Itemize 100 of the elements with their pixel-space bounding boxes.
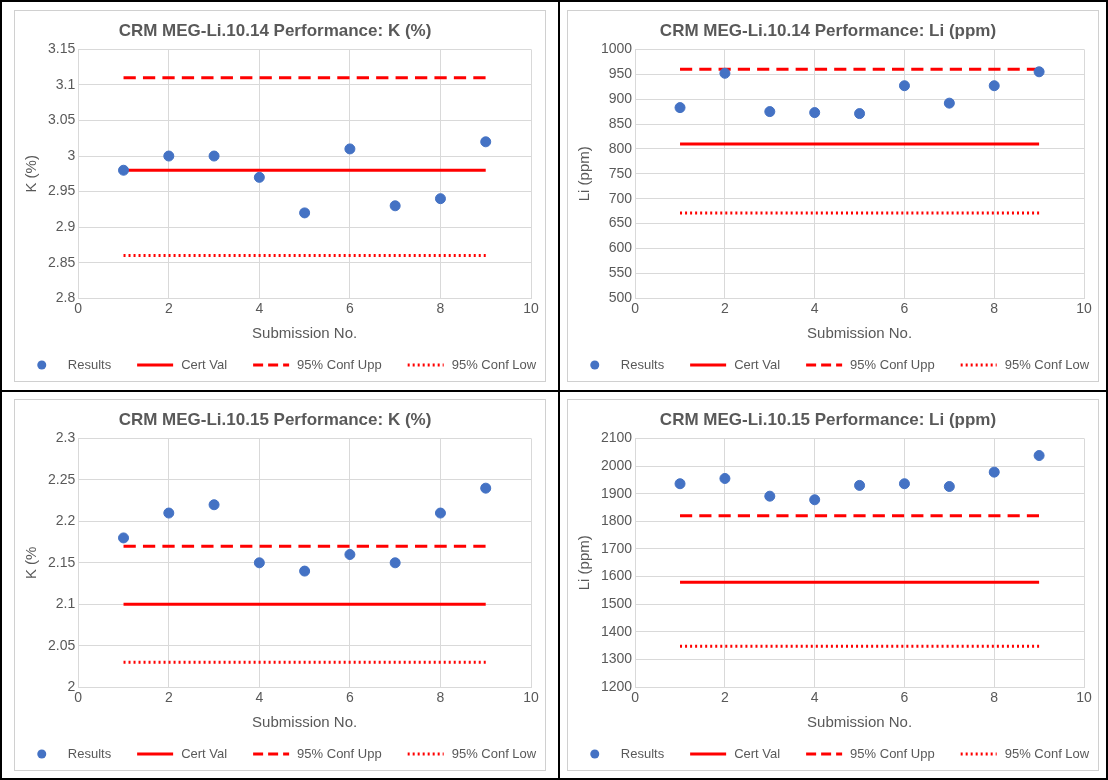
x-tick-label: 0 — [74, 689, 83, 706]
point — [299, 207, 311, 219]
x-tick-label: 10 — [523, 300, 539, 317]
point — [344, 143, 356, 155]
point — [389, 200, 401, 212]
x-tick-label: 2 — [164, 300, 173, 317]
point — [253, 171, 265, 183]
y-tick-label: 750 — [608, 164, 633, 181]
legend-label: Results — [67, 745, 112, 761]
y-tick-label: 3.15 — [48, 40, 76, 57]
x-tick-label: 6 — [346, 300, 354, 317]
point — [1033, 66, 1045, 78]
point — [719, 472, 731, 484]
legend-label: Cert Val — [181, 356, 228, 372]
x-tick-label: 0 — [631, 689, 640, 706]
point — [988, 80, 1000, 92]
chart-title: CRM MEG-Li.10.14 Performance: Li (ppm) — [659, 20, 997, 40]
y-tick-label: 1800 — [600, 512, 633, 529]
chart-title: CRM MEG-Li.10.15 Performance: K (%) — [118, 409, 432, 429]
point — [118, 164, 130, 176]
y-tick-label: 2.9 — [55, 217, 76, 234]
point — [1033, 450, 1045, 462]
legend-label: 95% Conf Low — [451, 745, 537, 761]
x-axis-title: Submission No. — [252, 324, 358, 342]
point — [163, 150, 175, 162]
x-tick-label: 0 — [74, 300, 83, 317]
y-tick-label: 2.85 — [48, 253, 76, 270]
x-axis-title: Submission No. — [807, 324, 913, 342]
legend-label: Cert Val — [734, 356, 781, 372]
x-tick-label: 8 — [990, 300, 999, 317]
y-tick-label: 650 — [608, 214, 633, 231]
x-tick-label: 6 — [346, 689, 354, 706]
point — [118, 532, 130, 544]
point — [854, 479, 866, 491]
point — [809, 494, 821, 506]
legend-label: Results — [620, 356, 665, 372]
point — [898, 478, 910, 490]
x-tick-label: 4 — [255, 689, 264, 706]
legend-label: Cert Val — [734, 745, 781, 761]
point — [253, 557, 265, 569]
y-axis-title: K (%) — [22, 155, 40, 193]
point — [434, 507, 446, 519]
point — [208, 499, 220, 511]
y-tick-label: 600 — [608, 239, 633, 256]
legend-label: Cert Val — [181, 745, 228, 761]
y-tick-label: 2.05 — [48, 636, 76, 653]
legend-label: 95% Conf Upp — [850, 356, 935, 372]
point — [208, 150, 220, 162]
point — [674, 478, 686, 490]
x-tick-label: 4 — [810, 689, 819, 706]
y-axis-title: Li (ppm) — [575, 146, 593, 202]
x-tick-label: 8 — [436, 300, 445, 317]
x-tick-label: 8 — [990, 689, 999, 706]
y-axis-title: K (% — [22, 546, 40, 580]
legend-label: 95% Conf Low — [1004, 356, 1090, 372]
y-tick-label: 700 — [608, 189, 633, 206]
x-tick-label: 10 — [1076, 689, 1092, 706]
y-tick-label: 1900 — [600, 484, 633, 501]
point — [434, 193, 446, 205]
y-tick-label: 500 — [608, 289, 633, 306]
legend-label: Results — [620, 745, 665, 761]
y-tick-label: 1300 — [600, 650, 633, 667]
y-tick-label: 2.3 — [55, 429, 76, 446]
y-tick-label: 550 — [608, 264, 633, 281]
point — [943, 481, 955, 492]
x-tick-label: 0 — [631, 300, 640, 317]
point — [344, 549, 356, 561]
x-tick-label: 6 — [900, 300, 909, 317]
y-tick-label: 900 — [608, 90, 633, 107]
legend-label: 95% Conf Upp — [297, 356, 382, 372]
legend-label: Results — [67, 356, 112, 372]
y-tick-label: 2.15 — [48, 553, 76, 570]
chart-title: CRM MEG-Li.10.14 Performance: K (%) — [118, 20, 432, 40]
point — [898, 80, 910, 92]
x-tick-label: 6 — [900, 689, 909, 706]
x-tick-label: 4 — [810, 300, 819, 317]
y-tick-label: 2.8 — [55, 289, 76, 306]
y-tick-label: 950 — [608, 65, 633, 82]
y-tick-label: 1200 — [600, 678, 633, 695]
y-tick-label: 2.25 — [48, 470, 76, 487]
y-tick-label: 3 — [67, 146, 76, 163]
x-tick-label: 4 — [255, 300, 264, 317]
y-tick-label: 2000 — [600, 456, 633, 473]
x-axis-title: Submission No. — [252, 713, 358, 731]
y-tick-label: 1000 — [600, 40, 633, 57]
y-tick-label: 850 — [608, 114, 633, 131]
y-axis-title: Li (ppm) — [575, 535, 593, 591]
legend-label: 95% Conf Low — [1004, 745, 1090, 761]
legend-label: 95% Conf Upp — [850, 745, 935, 761]
legend-label: 95% Conf Low — [451, 356, 537, 372]
point — [764, 106, 776, 118]
y-tick-label: 3.1 — [55, 75, 76, 92]
point — [299, 565, 311, 577]
x-tick-label: 2 — [721, 300, 730, 317]
x-tick-label: 8 — [436, 689, 445, 706]
y-tick-label: 800 — [608, 139, 633, 156]
point — [163, 507, 175, 519]
point — [988, 466, 1000, 478]
y-tick-label: 1500 — [600, 595, 633, 612]
point — [719, 67, 731, 79]
